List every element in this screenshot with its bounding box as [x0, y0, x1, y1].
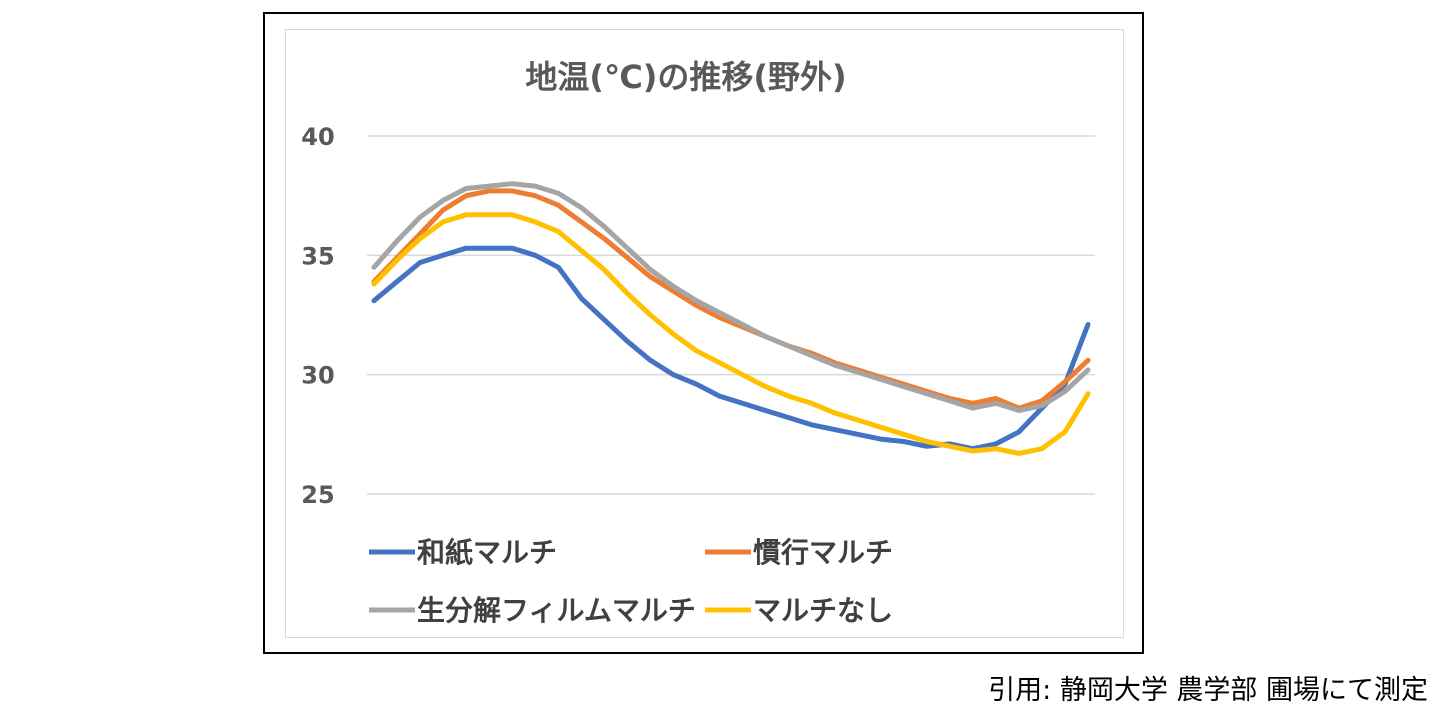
y-tick-label: 25: [301, 481, 334, 509]
chart-frame: [263, 12, 1144, 654]
chart-title: 地温(℃)の推移(野外): [525, 58, 846, 96]
legend-label-4: マルチなし: [753, 594, 893, 627]
chart-area-border: [285, 29, 1124, 638]
y-tick-label: 40: [301, 123, 334, 151]
y-tick-label: 30: [301, 362, 334, 390]
legend-label-3: 生分解フィルムマルチ: [417, 594, 696, 627]
series-line-4: [371, 212, 1091, 456]
legend-label-1: 和紙マルチ: [417, 536, 557, 569]
series-line-1: [371, 245, 1091, 452]
series-line-2: [371, 188, 1091, 411]
source-caption: 引用: 静岡大学 農学部 圃場にて測定: [988, 675, 1428, 706]
series-line-3: [371, 181, 1091, 413]
y-tick-label: 35: [301, 242, 334, 270]
legend-label-2: 慣行マルチ: [753, 536, 893, 569]
